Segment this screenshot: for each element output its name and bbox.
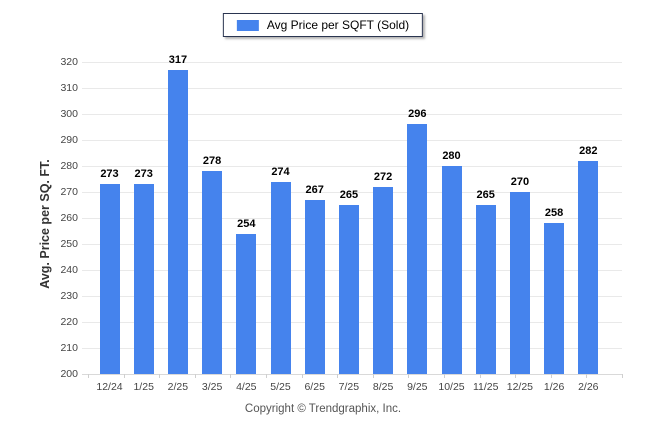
bar-2-26[interactable] [578,161,599,374]
x-axis-tick [515,374,516,378]
x-axis-tick [230,374,231,378]
bar-12-24[interactable] [99,184,120,374]
gridline [82,88,622,89]
bar-value-label: 254 [237,218,256,230]
x-axis-tick [266,374,267,378]
bar-value-label: 296 [408,108,427,120]
x-axis-tick-label: 12/25 [506,381,534,393]
legend-label: Avg Price per SQFT (Sold) [266,18,410,32]
bar-5-25[interactable] [270,182,291,374]
y-axis-tick-label: 300 [60,108,78,120]
bar-1-26[interactable] [544,223,565,374]
bar-value-label: 265 [476,189,495,201]
bar-value-label: 280 [442,150,461,162]
bar-6-25[interactable] [304,200,325,374]
bar-2-25[interactable] [167,70,188,374]
bar-value-label: 282 [579,145,598,157]
plot-area: 320 310 300 290 280 270 260 250 240 230 220 210 200 2… [60,54,623,393]
bar-10-25[interactable] [441,166,462,374]
x-axis-tick [586,374,587,378]
y-axis-tick-label: 310 [60,82,78,94]
y-axis-tick-label: 200 [60,368,78,380]
y-axis-tick-label: 270 [60,186,78,198]
bar-value-label: 278 [202,155,222,167]
x-axis-tick-label: 9/25 [407,381,428,393]
y-axis-tick-label: 250 [60,238,78,250]
x-axis-tick-label: 8/25 [372,381,394,393]
bar-11-25[interactable] [475,205,496,374]
bar-value-label: 267 [305,184,324,196]
x-axis-tick [408,374,409,378]
x-axis-tick-label: 4/25 [236,381,257,393]
bar-value-label: 270 [510,176,530,188]
bar-value-label: 274 [271,166,290,178]
x-axis-tick [480,374,481,378]
x-axis-tick [551,374,552,378]
bar-4-25[interactable] [236,234,257,374]
x-axis-tick-label: 5/25 [270,381,291,393]
x-axis-tick-label: 1/25 [133,381,154,393]
bar-8-25[interactable] [373,187,394,374]
gridline [82,114,622,115]
y-axis-tick-label: 290 [60,134,78,146]
x-axis-tick-label: 10/25 [438,381,465,393]
x-axis-tick [373,374,374,378]
y-axis-tick-label: 210 [60,342,78,354]
bar-3-25[interactable] [202,171,223,374]
bar-value-label: 273 [134,168,153,180]
x-axis-tick-label: 12/24 [96,381,123,393]
x-axis-tick [88,374,89,378]
legend-swatch [236,19,259,31]
gridline [82,140,622,141]
x-axis-tick [195,374,196,378]
y-axis-tick-label: 230 [60,290,78,302]
x-axis-tick-label: 2/26 [578,381,599,393]
chart-legend: Avg Price per SQFT (Sold) [222,13,424,37]
x-axis-tick [622,374,623,378]
x-axis-tick [124,374,125,378]
gridline [82,374,622,375]
x-axis-tick-label: 2/25 [167,381,189,393]
y-axis-tick-label: 260 [60,212,78,224]
x-axis-tick-label: 11/25 [472,381,499,393]
y-axis-tick-label: 220 [60,316,78,328]
x-axis-tick-label: 1/26 [543,381,565,393]
bar-value-label: 272 [373,171,393,183]
copyright-text: Copyright © Trendgraphix, Inc. [244,403,402,415]
x-axis-tick [302,374,303,378]
gridline [82,192,622,193]
x-axis-tick-label: 3/25 [201,381,223,393]
y-axis-tick-label: 320 [60,56,78,68]
bar-value-label: 317 [168,54,188,66]
x-axis-tick [159,374,160,378]
x-axis-tick [337,374,338,378]
bar-value-label: 265 [339,189,359,201]
y-axis-tick-label: 240 [60,264,78,276]
bar-value-label: 273 [100,168,119,180]
bar-value-label: 258 [544,207,564,219]
gridline [82,166,622,167]
bar-1-25[interactable] [133,184,154,374]
bar-12-25[interactable] [509,192,530,374]
bar-7-25[interactable] [338,205,359,374]
x-axis-tick [444,374,445,378]
x-axis-tick-label: 7/25 [338,381,360,393]
y-axis-tick-label: 280 [60,160,78,172]
gridline [82,62,622,63]
bar-9-25[interactable] [407,124,428,374]
x-axis-tick-label: 6/25 [304,381,325,393]
